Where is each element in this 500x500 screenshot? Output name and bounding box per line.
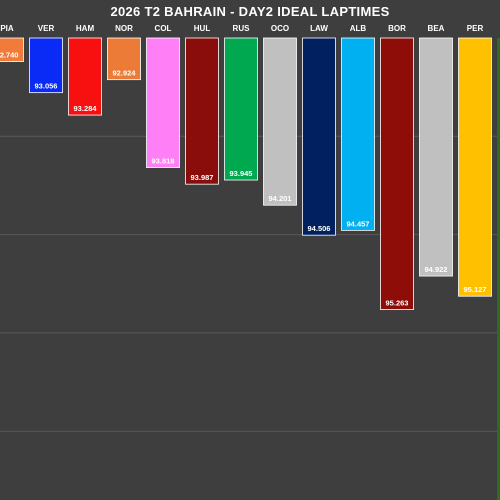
- bar-bea: [419, 37, 453, 277]
- category-label-oco: OCO: [271, 24, 289, 33]
- category-label-bea: BEA: [428, 24, 445, 33]
- category-label-law: LAW: [310, 24, 328, 33]
- category-label-rus: RUS: [233, 24, 251, 33]
- category-label-bor: BOR: [388, 24, 406, 33]
- bar-hul: [185, 37, 219, 185]
- category-label-pia: PIA: [0, 24, 14, 33]
- bar-col: [146, 37, 180, 168]
- value-label-nor: 92.924: [113, 69, 137, 78]
- category-label-alb: ALB: [350, 24, 367, 33]
- value-label-col: 93.818: [152, 157, 175, 166]
- value-label-oco: 94.201: [269, 194, 292, 203]
- value-label-bea: 94.922: [425, 265, 448, 274]
- value-label-hul: 93.987: [191, 173, 214, 182]
- value-label-ver: 93.056: [35, 82, 58, 91]
- bar-rus: [224, 37, 258, 181]
- value-label-law: 94.506: [308, 224, 331, 233]
- bar-ham: [68, 37, 102, 116]
- category-label-col: COL: [155, 24, 172, 33]
- bar-per: [458, 37, 492, 297]
- value-label-per: 95.127: [464, 285, 487, 294]
- value-label-alb: 94.457: [347, 219, 370, 228]
- bar-offscreen-edge: [497, 38, 500, 500]
- value-label-pia: 92.740: [0, 51, 18, 60]
- bar-law: [302, 37, 336, 236]
- chart-title: 2026 T2 BAHRAIN - DAY2 IDEAL LAPTIMES: [110, 4, 390, 19]
- value-label-ham: 93.284: [74, 104, 98, 113]
- bar-oco: [263, 37, 297, 206]
- value-label-rus: 93.945: [230, 169, 253, 178]
- bar-pia: [0, 37, 24, 62]
- category-label-ver: VER: [38, 24, 55, 33]
- category-label-nor: NOR: [115, 24, 133, 33]
- category-label-hul: HUL: [194, 24, 211, 33]
- category-label-per: PER: [467, 24, 484, 33]
- bar-ver: [29, 37, 63, 94]
- category-label-ham: HAM: [76, 24, 95, 33]
- bar-alb: [341, 37, 375, 231]
- bar-nor: [107, 37, 141, 81]
- bar-bor: [380, 37, 414, 310]
- value-label-bor: 95.263: [386, 299, 409, 308]
